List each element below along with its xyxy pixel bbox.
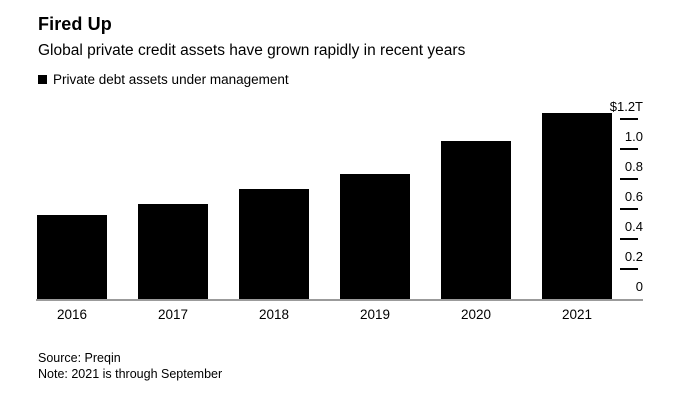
source-note: Source: Preqin bbox=[38, 351, 121, 365]
y-axis-tick bbox=[620, 148, 638, 150]
x-axis-label: 2020 bbox=[460, 307, 492, 322]
y-axis-label: 0 bbox=[635, 279, 643, 294]
bar-2018 bbox=[239, 189, 309, 299]
x-axis-label: 2016 bbox=[56, 307, 88, 322]
bar-2016 bbox=[37, 215, 107, 299]
period-note: Note: 2021 is through September bbox=[38, 367, 223, 381]
y-axis-label: $1.2T bbox=[609, 99, 643, 114]
y-axis-label: 0.6 bbox=[624, 189, 643, 204]
y-axis-tick bbox=[620, 238, 638, 240]
bar-2020 bbox=[441, 141, 511, 299]
chart-subtitle: Global private credit assets have grown … bbox=[38, 42, 466, 59]
y-axis-label: 1.0 bbox=[624, 129, 643, 144]
legend: Private debt assets under management bbox=[38, 72, 289, 87]
y-axis-label: 0.4 bbox=[624, 219, 643, 234]
x-axis-label: 2021 bbox=[561, 307, 593, 322]
legend-swatch-icon bbox=[38, 75, 47, 84]
bar-2017 bbox=[138, 204, 208, 299]
bar-2019 bbox=[340, 174, 410, 299]
y-axis-tick bbox=[620, 178, 638, 180]
legend-label: Private debt assets under management bbox=[53, 72, 289, 87]
y-axis-tick bbox=[620, 268, 638, 270]
x-axis-line bbox=[36, 299, 643, 301]
y-axis-label: 0.8 bbox=[624, 159, 643, 174]
x-axis-label: 2017 bbox=[157, 307, 189, 322]
y-axis-tick bbox=[620, 208, 638, 210]
bar-2021 bbox=[542, 113, 612, 299]
chart-title: Fired Up bbox=[38, 14, 112, 34]
y-axis-tick bbox=[620, 118, 638, 120]
x-axis-label: 2019 bbox=[359, 307, 391, 322]
chart-footer: Source: Preqin Note: 2021 is through Sep… bbox=[38, 350, 222, 382]
x-axis-label: 2018 bbox=[258, 307, 290, 322]
y-axis-label: 0.2 bbox=[624, 249, 643, 264]
